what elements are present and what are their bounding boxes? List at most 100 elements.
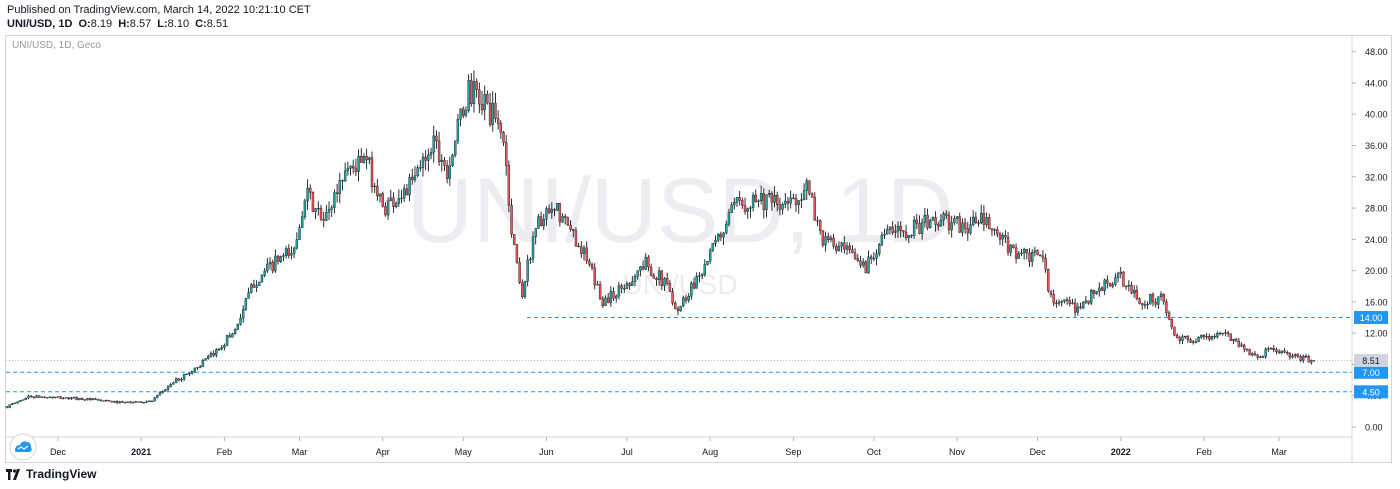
candle-up	[274, 255, 277, 272]
candle-down	[580, 246, 583, 254]
candle-up	[1310, 360, 1313, 363]
candle-up	[378, 193, 382, 197]
candle-down	[1130, 285, 1133, 294]
x-tick-label: Jul	[621, 447, 633, 457]
candle-up	[663, 278, 666, 286]
candle-down	[341, 180, 344, 182]
candle-down	[977, 222, 980, 224]
horizontal-lines	[6, 317, 1352, 393]
candle-up	[244, 298, 248, 310]
candle-up	[1259, 356, 1262, 358]
candle-up	[373, 185, 376, 188]
footer-branding[interactable]: TradingView	[6, 467, 96, 481]
candle-down	[996, 229, 999, 235]
candle-down	[671, 291, 674, 304]
candle-up	[220, 347, 223, 350]
candle-up	[284, 248, 288, 256]
open-label: O:	[78, 18, 91, 30]
candle-up	[247, 292, 250, 299]
candle-up	[872, 258, 876, 260]
candle-up	[523, 281, 527, 297]
candle-up	[389, 197, 392, 202]
candle-down	[926, 214, 929, 229]
candle-up	[1294, 354, 1297, 357]
candle-up	[185, 373, 189, 375]
candle-down	[1243, 344, 1246, 350]
candle-down	[966, 228, 969, 234]
candle-up	[19, 400, 22, 402]
candle-up	[561, 216, 564, 223]
candle-down	[647, 256, 650, 268]
candle-up	[555, 203, 559, 211]
candle-down	[1004, 235, 1007, 238]
pane-symbol-label: UNI/USD, 1D, Geco	[12, 40, 101, 51]
watermark-main: UNI/USD, 1D	[407, 160, 954, 262]
candle-up	[727, 212, 731, 225]
candle-up	[1060, 301, 1063, 303]
y-tick-label: 44.00	[1365, 78, 1388, 88]
candle-up	[166, 386, 170, 390]
candle-down	[827, 236, 830, 240]
candle-down	[1178, 337, 1182, 341]
candle-up	[1116, 273, 1120, 278]
candle-down	[445, 165, 449, 179]
candle-up	[190, 370, 194, 374]
y-tick-label: 24.00	[1365, 235, 1388, 245]
candle-down	[902, 230, 905, 233]
candle-up	[1114, 277, 1117, 285]
candle-up	[427, 154, 430, 161]
candle-up	[950, 222, 953, 231]
candle-up	[419, 167, 422, 169]
cloud-icon[interactable]	[9, 433, 37, 461]
price-axis[interactable]: 0.004.008.0012.0016.0020.0024.0028.0032.…	[1351, 36, 1388, 463]
candle-up	[1022, 249, 1026, 254]
candle-up	[215, 349, 218, 356]
candle-up	[62, 397, 65, 400]
candle-up	[207, 355, 210, 359]
candle-down	[1151, 294, 1155, 303]
candle-up	[751, 194, 755, 208]
candle-up	[845, 245, 849, 250]
candle-up	[985, 217, 988, 225]
candle-down	[1299, 356, 1302, 361]
candle-down	[588, 260, 591, 265]
candle-up	[408, 176, 411, 196]
candle-up	[1269, 348, 1273, 350]
candle-down	[1041, 255, 1045, 259]
candle-up	[193, 367, 197, 372]
candle-down	[676, 308, 680, 312]
candle-down	[1312, 360, 1316, 362]
candle-up	[1031, 252, 1034, 262]
candle-down	[271, 261, 274, 272]
candle-up	[241, 309, 245, 319]
candle-down	[94, 398, 97, 401]
candle-down	[692, 282, 696, 289]
candle-up	[757, 200, 760, 202]
candle-up	[550, 209, 554, 213]
candle-down	[1044, 257, 1047, 270]
time-axis[interactable]: Dec 2021 Feb Mar Apr May Jun Jul Aug Sep Oct Nov Dec…	[6, 436, 1352, 457]
candle-down	[1108, 283, 1112, 287]
candle-up	[54, 396, 57, 399]
candle-down	[988, 217, 991, 230]
candle-down	[1068, 300, 1071, 304]
candle-up	[781, 204, 784, 210]
candle-up	[448, 165, 452, 179]
candle-down	[585, 247, 588, 262]
candle-down	[1237, 341, 1241, 347]
candle-down	[352, 165, 355, 169]
candle-down	[641, 266, 645, 270]
candle-down	[1165, 301, 1168, 313]
candle-up	[263, 270, 266, 276]
candle-down	[1014, 247, 1018, 259]
candle-down	[88, 398, 92, 401]
candle-down	[354, 167, 358, 172]
candle-down	[612, 291, 615, 299]
candle-down	[110, 400, 113, 403]
candle-up	[733, 202, 736, 206]
candle-down	[564, 216, 567, 219]
candle-up	[368, 157, 371, 161]
candle-up	[749, 207, 752, 209]
candle-down	[891, 226, 894, 233]
